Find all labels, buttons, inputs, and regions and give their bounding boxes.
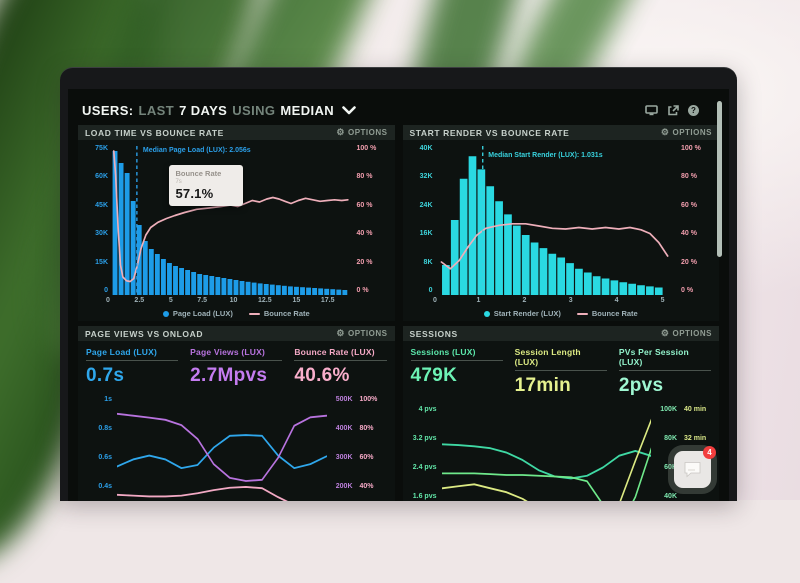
options-button[interactable]: ⚙ OPTIONS — [661, 128, 712, 137]
metric-sessions: Sessions (LUX) 479K — [411, 347, 503, 397]
load-time-chart[interactable]: Median Page Load (LUX): 2.056s Bounce Ra… — [112, 145, 352, 295]
title-last: LAST — [139, 103, 175, 118]
metric-session-length: Session Length (LUX) 17min — [515, 347, 607, 397]
median-annotation: Median Start Render (LUX): 1.031s — [488, 152, 602, 159]
legend-dot — [163, 311, 169, 317]
metric-page-load: Page Load (LUX) 0.7s — [86, 347, 178, 387]
chevron-down-icon[interactable] — [342, 106, 356, 115]
median-dropdown[interactable]: MEDIAN — [280, 103, 334, 118]
panel-title: SESSIONS — [410, 329, 458, 339]
help-icon[interactable]: ? — [688, 105, 699, 116]
tooltip-series: Bounce Rate — [175, 169, 237, 178]
y-axis-right: 100 %80 %60 %40 %20 %0 % — [676, 145, 715, 295]
gear-icon: ⚙ — [336, 128, 345, 137]
panel-title: LOAD TIME VS BOUNCE RATE — [85, 128, 224, 138]
share-icon[interactable] — [667, 105, 679, 116]
legend: Start Render (LUX) Bounce Rate — [403, 306, 720, 321]
options-button[interactable]: ⚙ OPTIONS — [336, 128, 387, 137]
options-button[interactable]: ⚙ OPTIONS — [336, 329, 387, 338]
metric-row: Sessions (LUX) 479K Session Length (LUX)… — [403, 341, 720, 401]
chat-widget-button[interactable]: 4 — [674, 451, 711, 488]
tooltip-value: 57.1% — [175, 186, 237, 201]
panel-title: PAGE VIEWS VS ONLOAD — [85, 329, 203, 339]
page-title: USERS: LAST 7 DAYS USING MEDIAN — [82, 103, 356, 118]
start-render-chart[interactable]: Median Start Render (LUX): 1.031s — [437, 145, 677, 295]
median-annotation: Median Page Load (LUX): 2.056s — [143, 147, 251, 154]
legend-dot — [484, 311, 490, 317]
metric-row: Page Load (LUX) 0.7s Page Views (LUX) 2.… — [78, 341, 395, 391]
title-using: USING — [232, 103, 275, 118]
metric-page-views: Page Views (LUX) 2.7Mpvs — [190, 347, 282, 387]
display-icon[interactable] — [645, 105, 658, 116]
panel-page-views-onload: PAGE VIEWS VS ONLOAD ⚙ OPTIONS Page Load… — [78, 326, 395, 501]
title-days: 7 DAYS — [179, 103, 227, 118]
gear-icon: ⚙ — [661, 329, 670, 338]
legend-line — [249, 313, 260, 315]
gear-icon: ⚙ — [661, 128, 670, 137]
metric-pvs-per-session: PVs Per Session (LUX) 2pvs — [619, 347, 711, 397]
header-toolbar: ? — [645, 105, 699, 116]
onload-trend-chart[interactable] — [117, 395, 327, 501]
scrollbar[interactable] — [717, 101, 722, 257]
tooltip: Bounce Rate 7s 57.1% — [169, 165, 243, 206]
chat-bubble-icon — [683, 461, 702, 478]
y-axis-right: 100 %80 %60 %40 %20 %0 % — [352, 145, 391, 295]
panel-title: START RENDER VS BOUNCE RATE — [410, 128, 570, 138]
options-button[interactable]: ⚙ OPTIONS — [661, 329, 712, 338]
legend-line — [577, 313, 588, 315]
dashboard-screen: USERS: LAST 7 DAYS USING MEDIAN ? LOAD T… — [68, 89, 729, 501]
panel-sessions: SESSIONS ⚙ OPTIONS Sessions (LUX) 479K S… — [403, 326, 720, 501]
title-users: USERS: — [82, 103, 134, 118]
tooltip-x: 7s — [175, 179, 237, 185]
metric-bounce-rate: Bounce Rate (LUX) 40.6% — [294, 347, 386, 387]
sessions-trend-chart[interactable] — [442, 405, 652, 501]
dashboard-header: USERS: LAST 7 DAYS USING MEDIAN ? — [78, 99, 719, 121]
panel-start-render: START RENDER VS BOUNCE RATE ⚙ OPTIONS 40… — [403, 125, 720, 321]
notification-badge: 4 — [703, 446, 716, 459]
laptop-frame: USERS: LAST 7 DAYS USING MEDIAN ? LOAD T… — [60, 67, 737, 501]
legend: Page Load (LUX) Bounce Rate — [78, 306, 395, 321]
gear-icon: ⚙ — [336, 329, 345, 338]
